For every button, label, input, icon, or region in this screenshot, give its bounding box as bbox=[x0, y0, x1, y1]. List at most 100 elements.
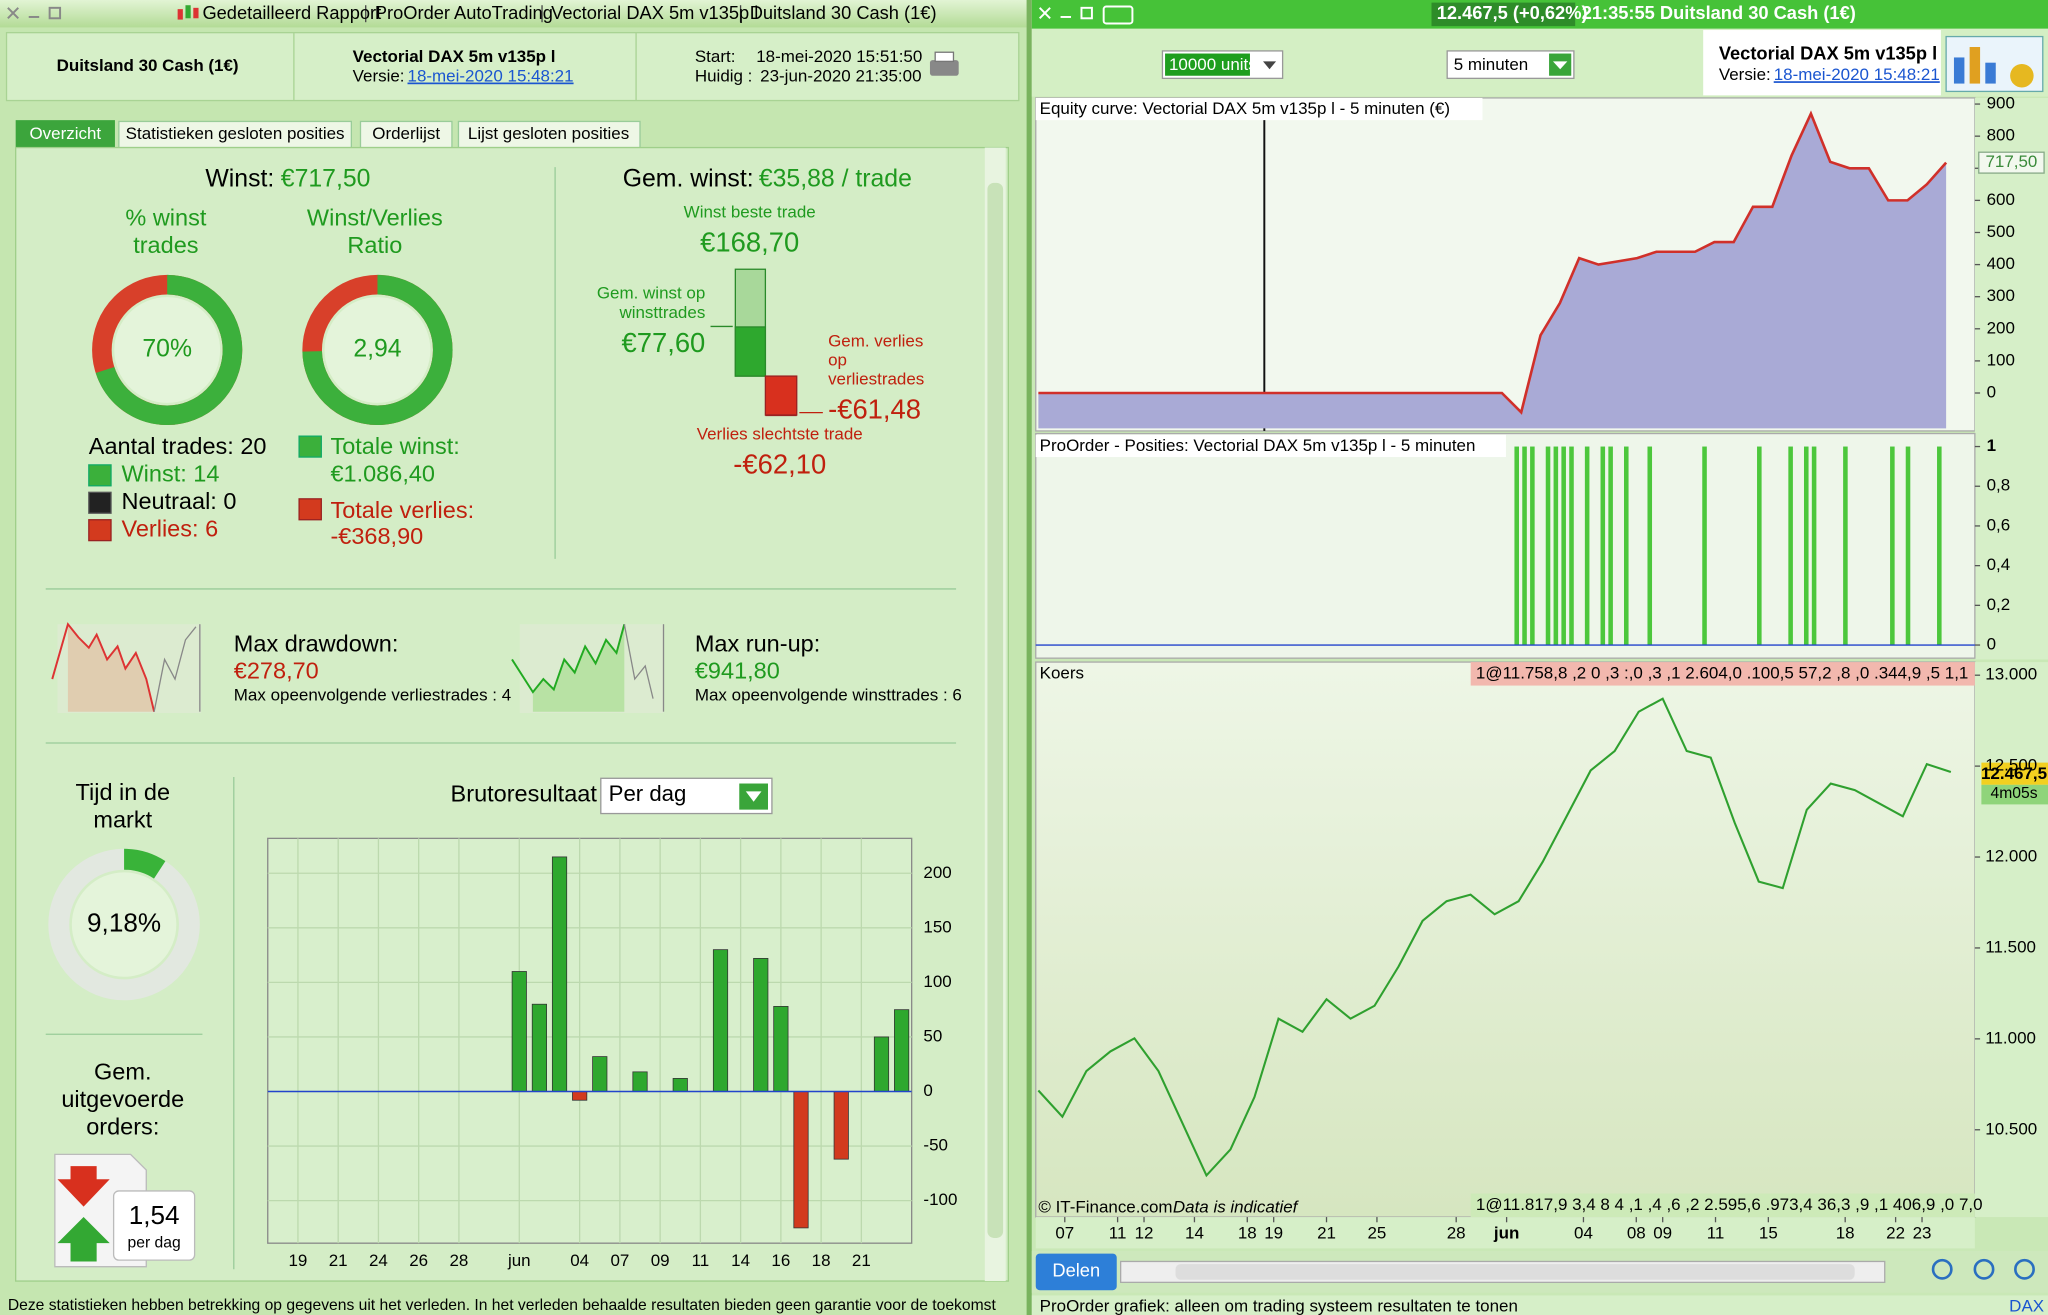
gross-chart-period: Per dag bbox=[609, 781, 687, 806]
position-bar bbox=[1757, 446, 1762, 646]
bar bbox=[833, 1091, 849, 1160]
bar bbox=[773, 1006, 789, 1092]
position-bar bbox=[1647, 446, 1653, 646]
panel-title-bg bbox=[1035, 97, 1483, 121]
y-tick-label: 0,8 bbox=[1987, 476, 2011, 495]
y-tick-label: -100 bbox=[923, 1190, 957, 1209]
print-button[interactable] bbox=[929, 51, 959, 76]
y-tick-label: 200 bbox=[923, 863, 951, 882]
avg-avg-win-label: Gem. winst op bbox=[597, 283, 705, 302]
position-bar bbox=[1561, 446, 1566, 646]
header-version: 18-mei-2020 15:48:21 bbox=[408, 67, 574, 86]
x-tick-label: jun bbox=[1493, 1224, 1519, 1243]
panel-title: Equity curve: Vectorial DAX 5m v135p l -… bbox=[1040, 99, 1450, 118]
header-now: 23-jun-2020 21:35:00 bbox=[760, 67, 921, 86]
x-tick-label: 18 bbox=[1836, 1224, 1855, 1243]
price-line bbox=[1037, 697, 1952, 1178]
y-tick-label: 0,2 bbox=[1987, 595, 2011, 614]
header-system: Vectorial DAX 5m v135p l bbox=[353, 47, 556, 66]
runup-detail: Max opeenvolgende winsttrades : 6 bbox=[695, 686, 962, 705]
position-bar bbox=[1937, 446, 1942, 646]
header-start-label: Start: bbox=[695, 47, 736, 66]
x-axis-strip bbox=[1035, 1217, 1975, 1249]
time-in-market-label: Tijd in de bbox=[76, 779, 170, 805]
position-bar bbox=[1843, 446, 1848, 646]
panel-title: ProOrder - Posities: Vectorial DAX 5m v1… bbox=[1040, 436, 1476, 455]
x-tick-label: 25 bbox=[1368, 1224, 1387, 1243]
bar bbox=[632, 1071, 648, 1092]
dropdown-arrow bbox=[1552, 61, 1568, 70]
y-tick-label: 12.000 bbox=[1985, 847, 2037, 866]
ratio-label: 2,94 bbox=[353, 336, 401, 363]
avg-value-labels: -€62,10 bbox=[733, 448, 826, 479]
share-button[interactable] bbox=[1035, 1253, 1117, 1291]
position-bar bbox=[1811, 446, 1817, 646]
x-tick-label: 12 bbox=[1135, 1224, 1154, 1243]
y-tick-label: 0,6 bbox=[1987, 515, 2011, 534]
positions-panel bbox=[1035, 432, 1976, 659]
avg-avg-loss-label: verliestrades bbox=[828, 369, 924, 388]
summary-trades: Aantal trades: 20 bbox=[89, 433, 267, 459]
summary-profit-label: Winst: bbox=[205, 166, 274, 193]
avg-avg-loss-label: op bbox=[828, 351, 847, 370]
zoom-tools[interactable] bbox=[1931, 1258, 2035, 1280]
tab[interactable] bbox=[457, 120, 641, 149]
orders-icon bbox=[54, 1153, 196, 1268]
donut-center bbox=[114, 297, 221, 403]
tab-active[interactable] bbox=[15, 120, 115, 148]
position-bar bbox=[1545, 446, 1551, 646]
price-countdown: 4m05s bbox=[1991, 785, 2038, 802]
left-titlebar: Duitsland 30 Cash (1€) bbox=[750, 2, 937, 23]
share-label: Delen bbox=[1052, 1260, 1100, 1281]
bar bbox=[894, 1009, 910, 1092]
y-tick-label: 300 bbox=[1987, 286, 2015, 305]
h-scrollbar-thumb[interactable] bbox=[1175, 1264, 1855, 1280]
disclaimer: Deze statistieken hebben betrekking op g… bbox=[8, 1297, 997, 1314]
position-bar bbox=[1905, 446, 1911, 646]
x-tick-label: 19 bbox=[1264, 1224, 1283, 1243]
y-tick-label: 150 bbox=[923, 917, 951, 936]
bar bbox=[712, 949, 729, 1092]
orders-label: uitgevoerde bbox=[61, 1086, 184, 1112]
y-tick-label: 11.000 bbox=[1985, 1028, 2036, 1047]
tab[interactable] bbox=[118, 120, 352, 149]
tab[interactable] bbox=[359, 120, 453, 149]
axis-column bbox=[1974, 662, 2048, 1218]
equity-line bbox=[1038, 110, 1948, 415]
bar bbox=[592, 1056, 608, 1092]
summary-total-loss: -€368,90 bbox=[330, 523, 423, 549]
bar bbox=[531, 1003, 547, 1092]
x-tick-label: 14 bbox=[1185, 1224, 1204, 1243]
x-tick-label: 14 bbox=[731, 1251, 750, 1270]
plot-area bbox=[267, 837, 913, 1244]
position-bar bbox=[1522, 446, 1527, 646]
scrollbar-thumb[interactable] bbox=[987, 182, 1004, 1238]
equity-area bbox=[1038, 113, 1947, 429]
x-tick-label: 24 bbox=[369, 1251, 388, 1270]
report-icon[interactable] bbox=[1945, 35, 2044, 93]
left-titlebar: ProOrder AutoTrading bbox=[375, 2, 553, 23]
toolbar-version: 18-mei-2020 15:48:21 bbox=[1774, 65, 1940, 84]
x-tick-label: 26 bbox=[409, 1251, 428, 1270]
legend-total-loss bbox=[298, 498, 322, 521]
avg-loss-bar bbox=[764, 375, 798, 416]
runup-value: €941,80 bbox=[695, 658, 780, 684]
x-tick-label: jun bbox=[507, 1251, 531, 1270]
donut-arc bbox=[92, 274, 243, 426]
avg-value-labels: -€61,48 bbox=[828, 394, 921, 425]
x-tick-label: 04 bbox=[570, 1251, 589, 1270]
time-in-market-label: markt bbox=[93, 807, 152, 833]
x-tick-label: 19 bbox=[289, 1251, 308, 1270]
gross-chart-title: Brutoresultaat bbox=[451, 780, 598, 806]
legend-total-win bbox=[298, 435, 322, 458]
left-footer bbox=[0, 1295, 1027, 1315]
y-tick-label: 800 bbox=[1987, 126, 2015, 145]
runup-label: Max run-up: bbox=[695, 630, 820, 656]
summary-wins: Winst: 14 bbox=[121, 461, 219, 487]
y-tick-label: -50 bbox=[923, 1136, 948, 1155]
position-bar bbox=[1553, 446, 1559, 646]
candle-icon bbox=[177, 5, 199, 20]
window-divider bbox=[1026, 0, 1032, 1315]
drawdown-sparkline bbox=[51, 622, 202, 713]
